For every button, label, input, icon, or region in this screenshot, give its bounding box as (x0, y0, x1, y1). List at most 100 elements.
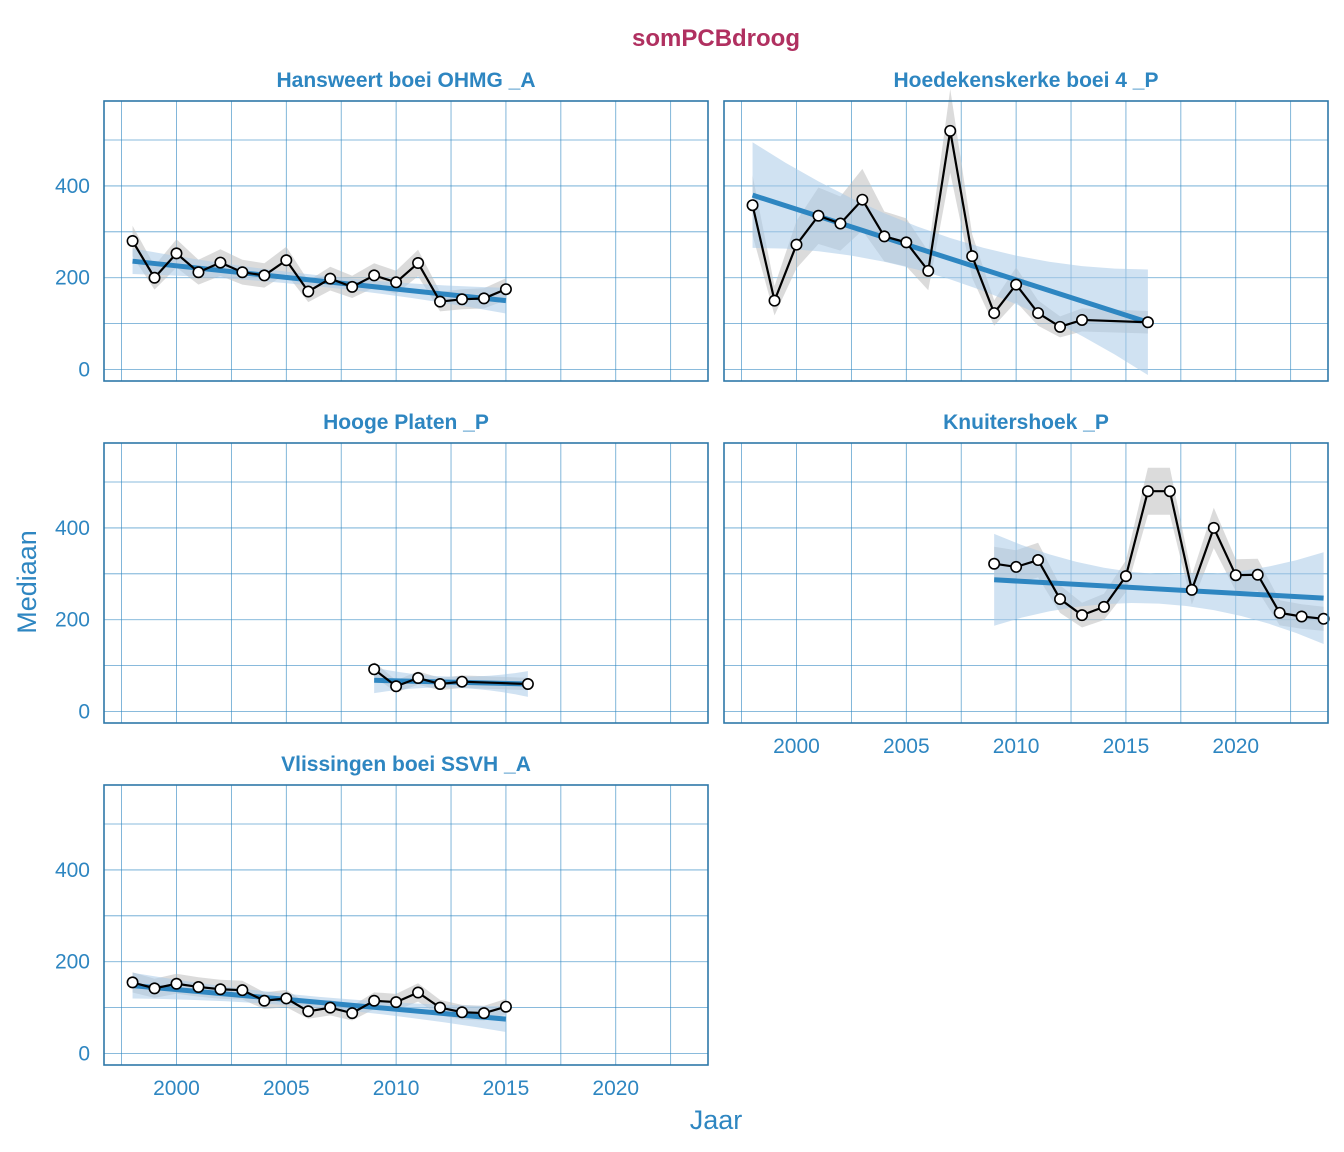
x-tick-label: 2000 (153, 1077, 200, 1100)
panels-layer: Hansweert boei OHMG _A 0 200 400 Hoedekenske… (55, 69, 1330, 1100)
data-point (390, 276, 403, 289)
data-point (324, 272, 337, 285)
smooth-confidence-band (132, 972, 506, 1021)
data-point (412, 672, 425, 685)
data-point (280, 992, 293, 1005)
y-tick-label: 200 (55, 267, 90, 290)
data-point (1076, 609, 1089, 622)
data-point (499, 1000, 512, 1013)
panel-title: Vlissingen boei SSVH _A (281, 753, 531, 776)
x-tick-label: 2020 (592, 1077, 639, 1100)
data-point (148, 982, 161, 995)
data-point (900, 236, 913, 249)
data-point (856, 193, 869, 206)
data-point (922, 264, 935, 277)
data-point (170, 977, 183, 990)
data-point (236, 984, 249, 997)
data-point (790, 238, 803, 251)
data-point (280, 254, 293, 267)
data-point (1185, 583, 1198, 596)
data-point (456, 1006, 469, 1019)
panel-border (103, 784, 709, 1066)
data-point (236, 266, 249, 279)
data-point (1076, 313, 1089, 326)
data-point (521, 677, 534, 690)
data-point (368, 663, 381, 676)
data-point (988, 557, 1001, 570)
data-point (1054, 320, 1067, 333)
panel-border (723, 442, 1329, 724)
data-point (1119, 570, 1132, 583)
y-tick-label: 200 (55, 951, 90, 974)
data-point (1141, 485, 1154, 498)
data-point (1010, 560, 1023, 573)
x-axis-title: Jaar (690, 1105, 743, 1135)
panel-3: Hooge Platen _P 0 200 400 (55, 411, 709, 724)
x-tick-label: 2005 (263, 1077, 310, 1100)
data-point (412, 986, 425, 999)
data-point (1273, 606, 1286, 619)
data-point (456, 293, 469, 306)
data-point (324, 1001, 337, 1014)
y-tick-label: 200 (55, 609, 90, 632)
data-point (434, 677, 447, 690)
chart-title: somPCBdroog (632, 25, 800, 52)
data-point (1229, 569, 1242, 582)
y-tick-label: 400 (55, 517, 90, 540)
data-point (1317, 612, 1330, 625)
data-point (1207, 521, 1220, 534)
data-point (1032, 554, 1045, 567)
data-point (1141, 316, 1154, 329)
x-tick-label: 2020 (1212, 735, 1259, 758)
data-point (346, 1007, 359, 1020)
data-point (126, 976, 139, 989)
data-point (1032, 307, 1045, 320)
data-point (412, 257, 425, 270)
panel-border (103, 100, 709, 382)
panel-5: Vlissingen boei SSVH _A 0 200 400 2000 2005 20… (55, 753, 709, 1100)
data-point (1251, 568, 1264, 581)
panel-title: Hoedekenskerke boei 4 _P (894, 69, 1159, 92)
data-point (346, 280, 359, 293)
panel-border (103, 442, 709, 724)
data-point (434, 1001, 447, 1014)
panel-4: Knuitershoek _P 2000 2005 2010 2015 2020 (723, 411, 1330, 758)
trend-line (751, 192, 1149, 325)
data-point (1054, 593, 1067, 606)
data-point (390, 680, 403, 693)
x-tick-label: 2000 (773, 735, 820, 758)
y-tick-label: 0 (78, 701, 90, 724)
data-point (812, 209, 825, 222)
data-point (390, 996, 403, 1009)
data-point (477, 1007, 490, 1020)
data-point (878, 230, 891, 243)
x-tick-label: 2010 (993, 735, 1040, 758)
x-tick-label: 2015 (483, 1077, 530, 1100)
y-tick-label: 0 (78, 359, 90, 382)
data-point (944, 124, 957, 137)
panel-title: Knuitershoek _P (943, 411, 1109, 434)
data-point (1097, 600, 1110, 613)
panel-title: Hansweert boei OHMG _A (276, 69, 535, 92)
data-point (148, 271, 161, 284)
series-line (993, 490, 1324, 620)
data-point (302, 1005, 315, 1018)
data-point (368, 269, 381, 282)
data-point (966, 250, 979, 263)
data-point (192, 980, 205, 993)
data-point (302, 285, 315, 298)
data-point (746, 199, 759, 212)
data-point (477, 292, 490, 305)
data-point (126, 235, 139, 248)
data-point (258, 269, 271, 282)
data-point (170, 247, 183, 260)
y-axis-title: Mediaan (12, 530, 42, 634)
panel-1: Hansweert boei OHMG _A 0 200 400 (55, 69, 709, 382)
data-point (499, 283, 512, 296)
data-point (214, 256, 227, 269)
data-point (456, 675, 469, 688)
data-point (258, 994, 271, 1007)
x-tick-label: 2005 (883, 735, 930, 758)
y-tick-label: 0 (78, 1043, 90, 1066)
